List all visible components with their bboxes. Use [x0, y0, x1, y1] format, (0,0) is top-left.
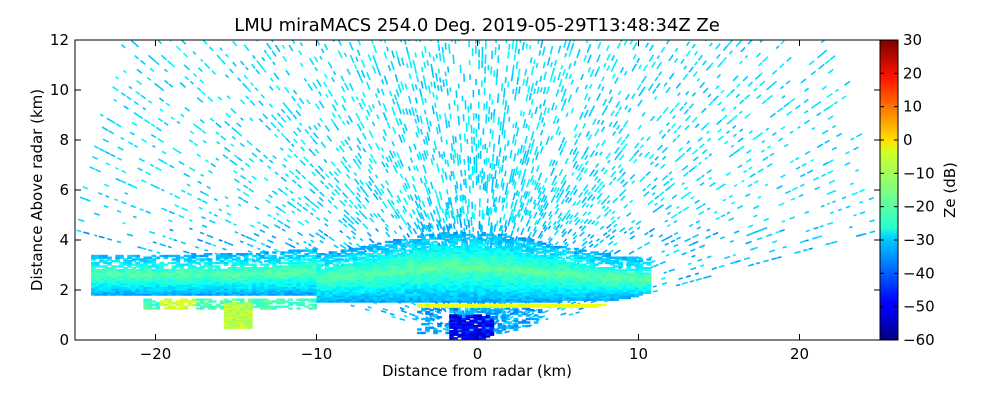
y-axis-label: Distance Above radar (km)	[28, 89, 46, 291]
colorbar: −60 −50 −40 −30 −20 −10 0 10 20 30 Ze (dB)	[879, 31, 959, 349]
y-tick-label: 8	[59, 131, 69, 149]
colorbar-label: Ze (dB)	[941, 162, 959, 218]
y-tick-label: 10	[50, 81, 69, 99]
x-tick-label: 0	[473, 345, 483, 363]
colorbar-tick-label: −50	[903, 298, 935, 316]
colorbar-tick-label: −60	[903, 331, 935, 349]
y-tick-label: 2	[59, 281, 69, 299]
y-tick-label: 4	[59, 231, 69, 249]
colorbar-gradient	[879, 39, 899, 341]
y-axis: 0 2 4 6 8 10 12	[50, 31, 880, 349]
x-tick-label: −10	[301, 345, 333, 363]
x-tick-label: 20	[790, 345, 809, 363]
y-tick-label: 0	[59, 331, 69, 349]
y-tick-label: 12	[50, 31, 69, 49]
chart-title: LMU miraMACS 254.0 Deg. 2019-05-29T13:48…	[234, 15, 720, 36]
colorbar-tick-label: −40	[903, 264, 935, 282]
colorbar-tick-label: −10	[903, 164, 935, 182]
colorbar-tick-label: −20	[903, 198, 935, 216]
colorbar-tick-label: 30	[903, 31, 922, 49]
colorbar-ticks: −60 −50 −40 −30 −20 −10 0 10 20 30	[880, 31, 935, 349]
x-tick-label: −20	[140, 345, 172, 363]
plot-area	[75, 40, 880, 340]
colorbar-tick-label: 20	[903, 64, 922, 82]
colorbar-tick-label: −30	[903, 231, 935, 249]
x-axis-label: Distance from radar (km)	[382, 362, 572, 380]
x-tick-label: 10	[629, 345, 648, 363]
cloud-feature-layer	[91, 232, 652, 340]
x-axis: −20 −10 0 10 20	[140, 40, 809, 363]
colorbar-tick-label: 10	[903, 98, 922, 116]
y-tick-label: 6	[59, 181, 69, 199]
colorbar-tick-label: 0	[903, 131, 913, 149]
